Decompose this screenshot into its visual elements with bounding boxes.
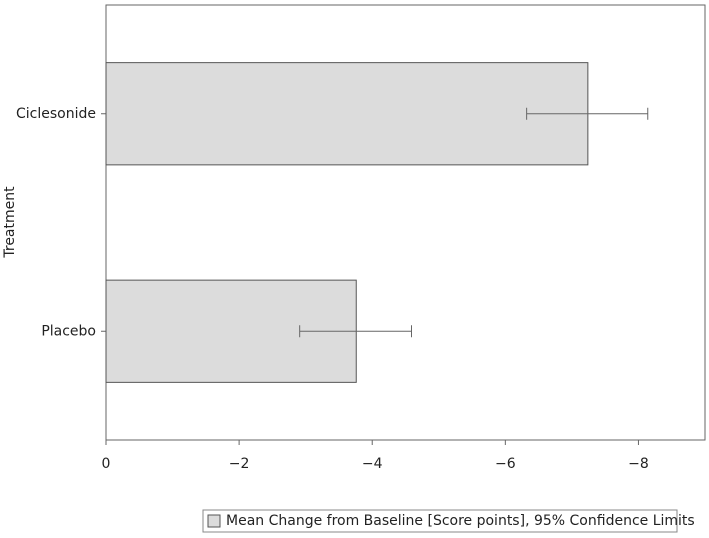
y-tick-label: Ciclesonide [16, 106, 96, 122]
x-tick-label: 0 [102, 456, 111, 472]
y-tick-label: Placebo [41, 323, 96, 339]
x-tick-label: −8 [628, 456, 649, 472]
x-tick-label: −2 [229, 456, 250, 472]
bar [105, 62, 589, 166]
legend-label: Mean Change from Baseline [Score points]… [226, 513, 695, 529]
legend-box [202, 509, 678, 533]
y-axis-label: Treatment [2, 186, 18, 259]
x-tick-label: −6 [495, 456, 516, 472]
legend-swatch [207, 514, 221, 528]
x-tick-label: −4 [362, 456, 383, 472]
plot-frame [105, 4, 706, 441]
